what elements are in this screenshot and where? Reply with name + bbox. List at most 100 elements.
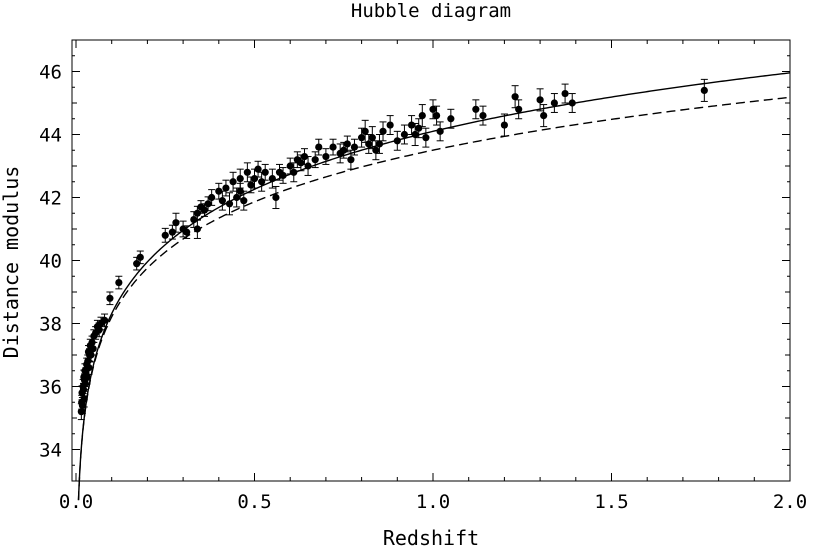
model-curves	[77, 72, 791, 501]
data-marker	[286, 162, 294, 170]
data-marker	[115, 278, 123, 287]
data-point	[297, 154, 305, 172]
data-marker	[222, 184, 230, 192]
data-marker	[193, 209, 201, 217]
data-point	[304, 156, 312, 176]
data-marker	[550, 99, 558, 107]
data-point	[315, 138, 323, 156]
data-marker	[422, 134, 430, 142]
x-tick-label: 0.0	[59, 491, 93, 513]
data-point	[479, 105, 487, 126]
data-marker	[472, 105, 480, 113]
data-marker	[258, 178, 266, 186]
data-marker	[200, 206, 209, 214]
data-point	[311, 151, 319, 169]
data-point	[400, 124, 409, 145]
data-marker	[172, 219, 180, 227]
data-point	[386, 115, 394, 135]
data-point	[568, 93, 576, 113]
data-point	[208, 189, 216, 206]
data-marker	[193, 225, 201, 233]
data-marker	[429, 105, 437, 113]
data-point	[222, 179, 230, 197]
x-tick-label: 1.0	[416, 491, 450, 513]
data-point	[322, 148, 330, 165]
data-point	[85, 360, 93, 376]
data-point	[500, 113, 508, 137]
data-marker	[78, 401, 87, 409]
y-axis-label: Distance modulus	[0, 166, 23, 359]
data-marker	[161, 231, 169, 239]
data-marker	[568, 99, 576, 107]
y-tick-label: 46	[39, 62, 62, 84]
data-marker	[81, 379, 89, 387]
data-point	[536, 88, 544, 112]
data-point	[161, 227, 169, 243]
data-marker	[411, 130, 419, 139]
data-marker	[432, 112, 441, 120]
y-axis: 34 36 38 40 42 44 46	[39, 39, 790, 482]
x-tick-label: 0.5	[237, 491, 271, 513]
data-marker	[350, 143, 359, 151]
y-tick-label: 38	[39, 314, 62, 336]
y-tick-label: 34	[39, 440, 62, 462]
data-point	[100, 313, 109, 328]
data-marker	[236, 175, 244, 183]
data-point	[247, 176, 255, 194]
data-marker	[340, 146, 348, 154]
y-tick-label: 40	[39, 251, 62, 273]
data-marker	[515, 105, 523, 113]
data-marker	[511, 93, 519, 101]
x-tick-label: 1.5	[594, 491, 628, 513]
data-point	[261, 163, 269, 181]
data-point	[447, 108, 455, 129]
data-marker	[386, 121, 394, 129]
data-point	[279, 167, 287, 184]
data-marker	[368, 134, 376, 142]
data-point	[415, 118, 423, 139]
data-marker	[436, 127, 444, 135]
data-point	[472, 99, 480, 120]
data-point	[106, 291, 114, 306]
data-marker	[106, 294, 114, 302]
data-marker	[208, 193, 216, 202]
data-point	[418, 104, 426, 128]
data-marker	[290, 168, 298, 176]
data-point	[511, 85, 519, 109]
data-marker	[393, 137, 401, 145]
data-marker	[447, 115, 455, 123]
data-marker	[418, 112, 426, 120]
data-point	[268, 168, 276, 189]
data-point	[254, 160, 262, 178]
data-point	[168, 224, 176, 240]
data-point	[393, 130, 401, 151]
data-marker	[85, 364, 93, 372]
data-point	[700, 78, 708, 102]
data-marker	[536, 96, 544, 104]
data-point	[286, 157, 294, 175]
data-point	[136, 250, 144, 265]
data-point	[172, 212, 180, 233]
data-marker	[190, 215, 198, 224]
data-marker	[379, 127, 387, 135]
data-marker	[315, 143, 323, 151]
data-marker	[540, 112, 548, 120]
data-point	[432, 105, 441, 126]
data-marker	[329, 143, 337, 151]
x-tick-label: 2.0	[773, 491, 807, 513]
data-point	[272, 185, 280, 210]
data-point	[218, 190, 226, 211]
data-point	[329, 138, 337, 156]
data-marker	[268, 175, 276, 183]
data-marker	[400, 130, 409, 139]
data-point	[561, 83, 569, 104]
data-marker	[240, 197, 248, 205]
data-marker	[100, 316, 109, 324]
data-marker	[183, 228, 191, 236]
data-point	[411, 122, 419, 147]
data-marker	[311, 156, 319, 164]
dashed-model-curve	[77, 96, 791, 501]
data-marker	[250, 175, 259, 183]
data-marker	[361, 127, 369, 135]
